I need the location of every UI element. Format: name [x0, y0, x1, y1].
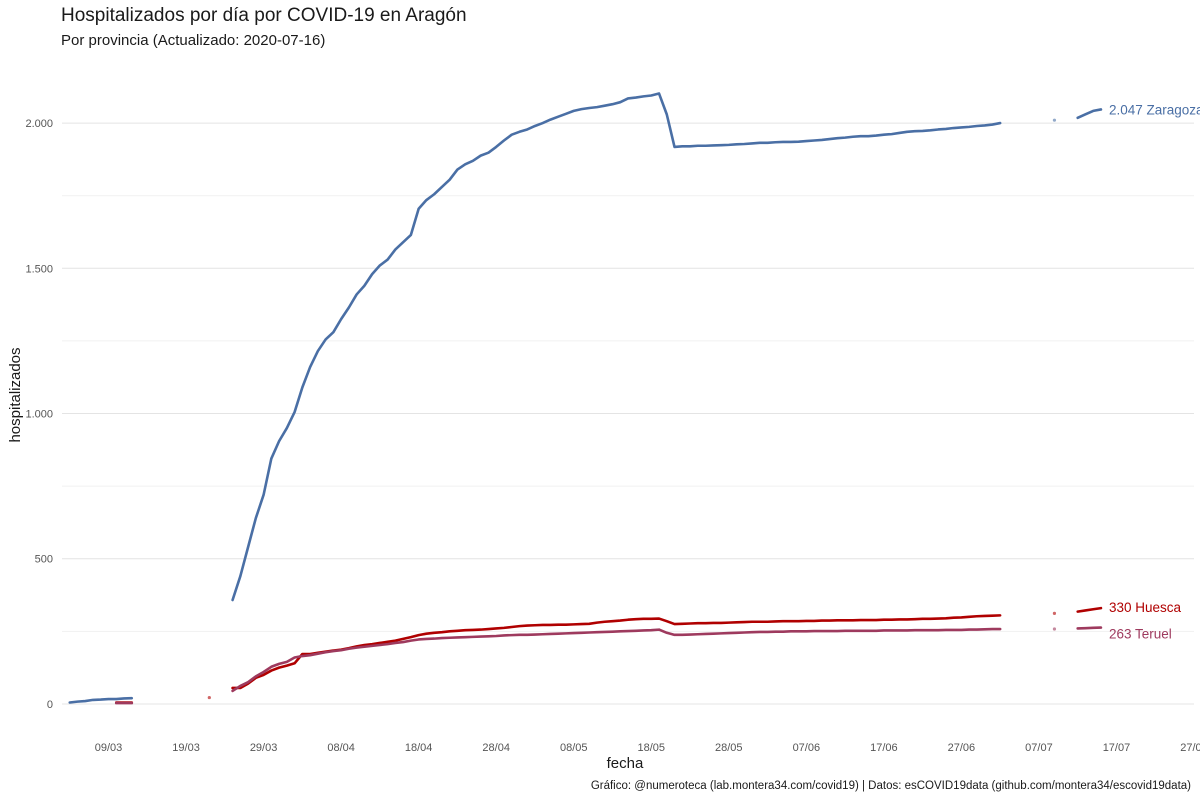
- y-axis-title: hospitalizados: [7, 347, 24, 442]
- x-axis-ticks: 09/03 19/03 29/03 08/04 18/04 28/04 08/05 18/05…: [95, 742, 1200, 754]
- series-zaragoza: [68, 92, 1103, 704]
- x-tick-label: 27/07: [1180, 742, 1200, 754]
- x-tick-label: 08/04: [327, 742, 355, 754]
- series-line: [231, 627, 1002, 693]
- end-labels: 2.047 Zaragoza 330 Huesca 263 Teruel: [1109, 102, 1200, 641]
- x-tick-label: 17/06: [870, 742, 898, 754]
- series-line: [1076, 108, 1103, 120]
- chart-subtitle: Por provincia (Actualizado: 2020-07-16): [61, 32, 325, 49]
- x-tick-label: 29/03: [250, 742, 278, 754]
- y-tick-label: 2.000: [25, 118, 53, 130]
- y-tick-label: 1.000: [25, 409, 53, 421]
- data-point: [1052, 611, 1057, 615]
- x-tick-label: 27/06: [948, 742, 976, 754]
- series-line: [231, 92, 1002, 602]
- x-tick-label: 08/05: [560, 742, 588, 754]
- data-point: [1052, 118, 1057, 122]
- series-line: [1076, 626, 1103, 630]
- x-tick-label: 17/07: [1103, 742, 1131, 754]
- y-tick-label: 0: [47, 699, 53, 711]
- x-tick-label: 28/05: [715, 742, 743, 754]
- series-huesca: [114, 606, 1103, 704]
- end-label-huesca: 330 Huesca: [1109, 600, 1182, 615]
- x-tick-label: 18/05: [637, 742, 665, 754]
- x-tick-label: 07/07: [1025, 742, 1053, 754]
- data-point: [207, 695, 211, 700]
- x-tick-label: 09/03: [95, 742, 123, 754]
- chart-title: Hospitalizados por día por COVID-19 en A…: [61, 5, 467, 26]
- x-tick-label: 18/04: [405, 742, 433, 754]
- series-line: [231, 614, 1002, 690]
- end-label-teruel: 263 Teruel: [1109, 627, 1172, 642]
- series-line: [68, 696, 134, 704]
- y-tick-label: 500: [35, 554, 53, 566]
- x-tick-label: 07/06: [793, 742, 821, 754]
- x-axis-title: fecha: [607, 755, 644, 772]
- x-tick-label: 28/04: [482, 742, 510, 754]
- series-line: [1076, 606, 1103, 613]
- series-teruel: [114, 626, 1103, 705]
- data-point: [1052, 627, 1057, 631]
- y-tick-label: 1.500: [25, 263, 53, 275]
- series-lines: [68, 92, 1103, 705]
- end-label-zaragoza: 2.047 Zaragoza: [1109, 102, 1200, 117]
- x-tick-label: 19/03: [172, 742, 200, 754]
- grid: [62, 122, 1194, 705]
- chart-caption: Gráfico: @numeroteca (lab.montera34.com/…: [591, 780, 1191, 792]
- y-axis-ticks: 0 500 1.000 1.500 2.000: [25, 118, 53, 711]
